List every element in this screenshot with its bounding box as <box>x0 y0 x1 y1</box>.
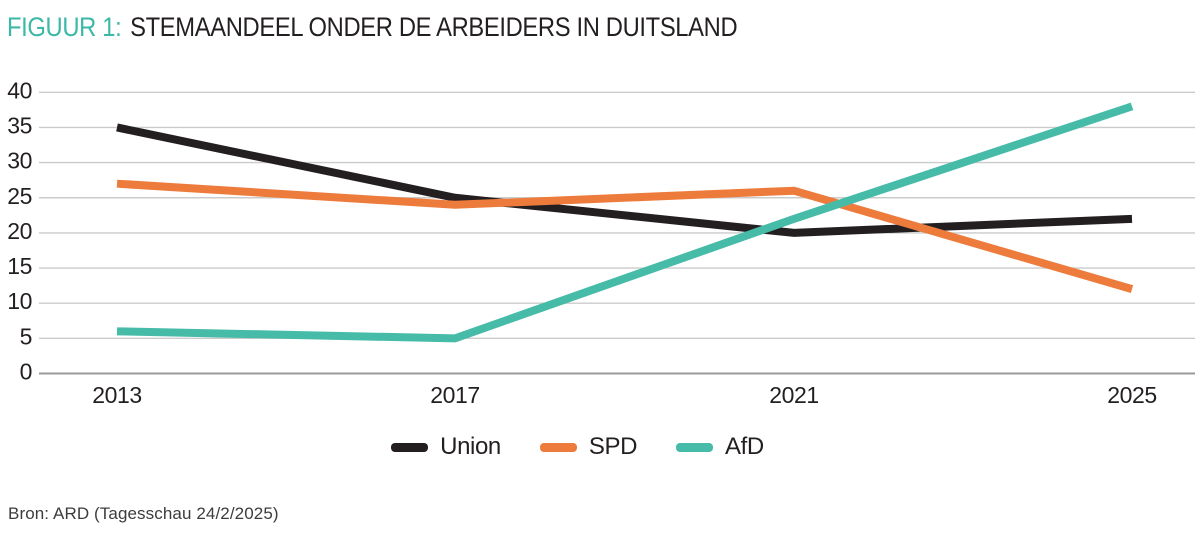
figure-number-label: FIGUUR 1: <box>7 12 122 42</box>
series-line-spd <box>116 179 1134 293</box>
y-tick-label: 25 <box>7 183 32 209</box>
y-tick-label: 30 <box>7 148 32 174</box>
source-caption: Bron: ARD (Tagesschau 24/2/2025) <box>8 504 279 523</box>
x-tick-label: 2021 <box>769 382 819 408</box>
legend-label-spd: SPD <box>588 433 638 460</box>
series-line-afd <box>116 102 1134 343</box>
legend-item-afd: AfD <box>676 433 764 461</box>
series-line-union <box>116 123 1133 237</box>
x-tick-label: 2017 <box>430 382 480 408</box>
y-tick-label: 20 <box>7 218 32 244</box>
spd-line-swatch-icon <box>539 442 577 452</box>
figure-title: FIGUUR 1: STEMAANDEEL ONDER DE ARBEIDERS … <box>7 12 738 43</box>
x-tick-label: 2025 <box>1107 382 1157 408</box>
y-tick-label: 10 <box>7 288 32 314</box>
figure-title-text: STEMAANDEEL ONDER DE ARBEIDERS IN DUITSL… <box>130 12 738 42</box>
legend-label-afd: AfD <box>725 433 764 460</box>
y-tick-label: 35 <box>7 112 32 138</box>
chart-legend: Union SPD AfD <box>0 433 1155 461</box>
union-line-swatch-icon <box>391 442 429 452</box>
legend-item-spd: SPD <box>539 433 638 461</box>
x-tick-label: 2013 <box>92 382 142 408</box>
legend-label-union: Union <box>440 433 501 460</box>
y-tick-label: 15 <box>7 253 32 279</box>
legend-item-union: Union <box>391 433 501 461</box>
y-tick-label: 0 <box>20 359 32 385</box>
y-tick-label: 5 <box>20 323 32 349</box>
afd-line-swatch-icon <box>676 442 714 452</box>
y-tick-label: 40 <box>7 77 32 103</box>
